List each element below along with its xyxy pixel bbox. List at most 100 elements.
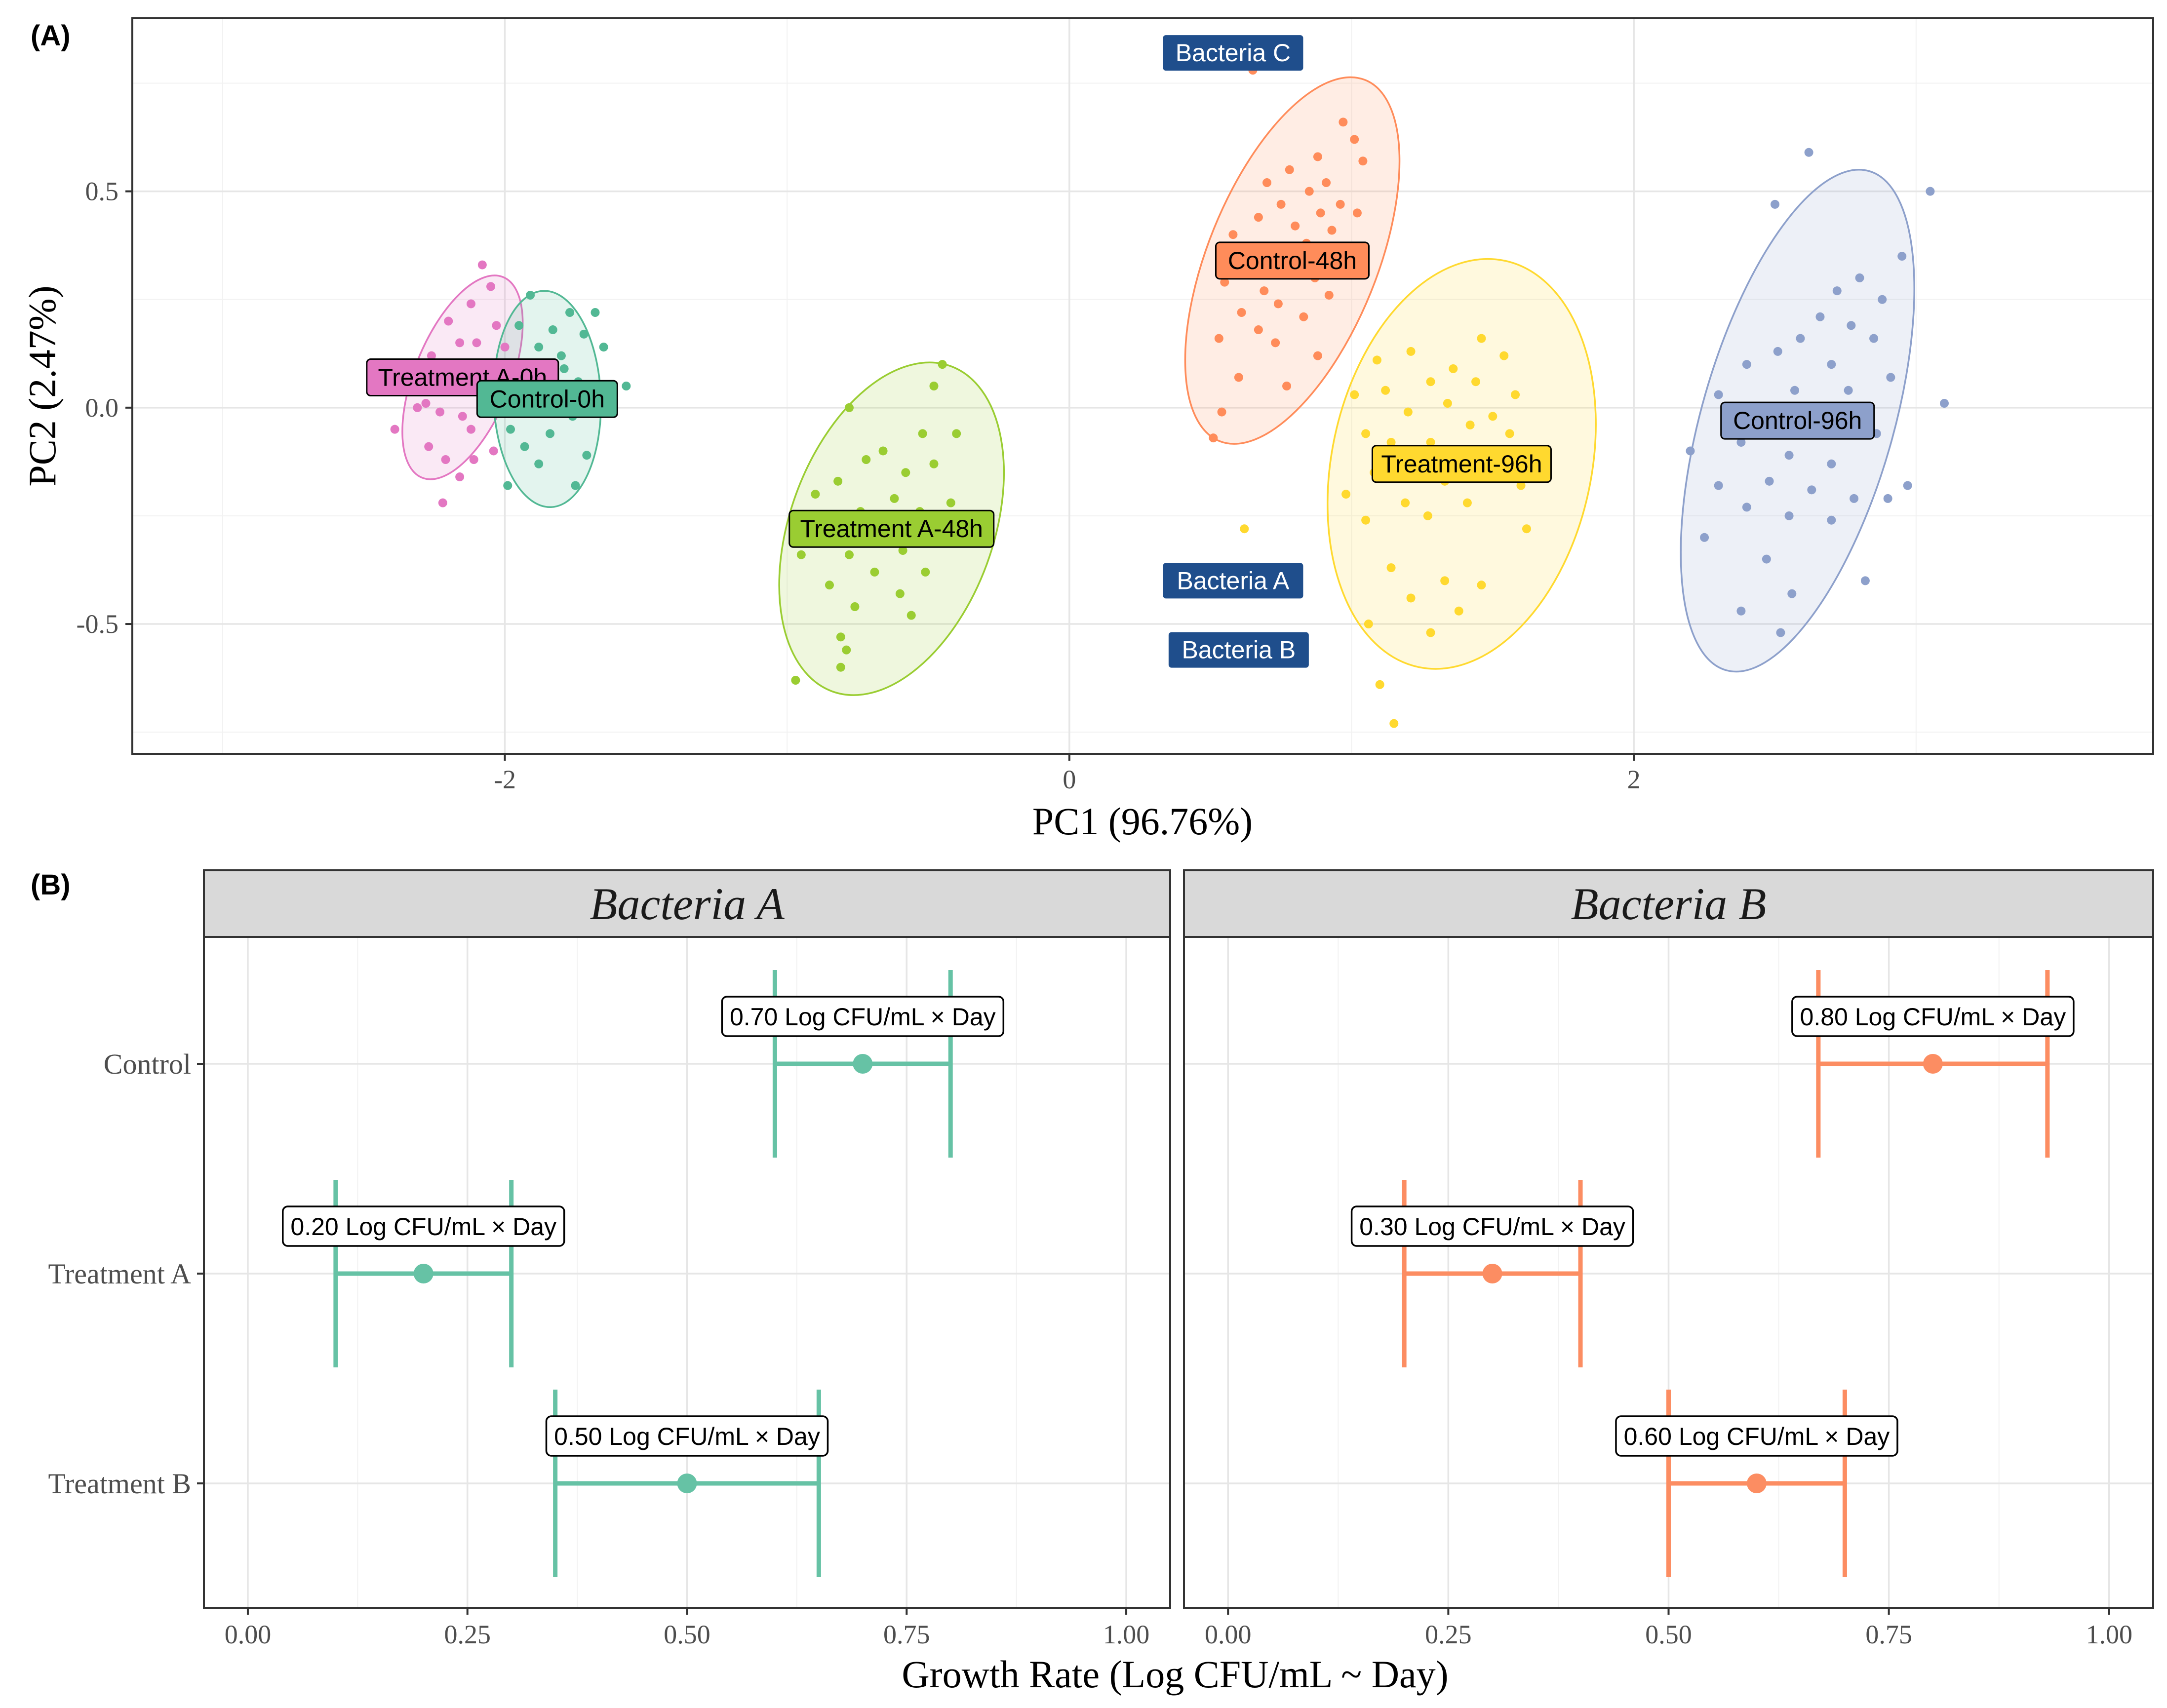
point-control-0h (514, 321, 524, 330)
point-treatment-96h (1401, 498, 1410, 507)
y-tick-label: -0.5 (77, 609, 118, 639)
point-treatment-a-48h (836, 662, 845, 672)
errorbar-point (1746, 1474, 1767, 1493)
value-label-box (545, 1415, 829, 1457)
x-tick-label: 1.00 (2086, 1620, 2133, 1649)
errorbar-point (413, 1264, 433, 1283)
label-box-treatment-96h (1371, 445, 1552, 483)
point-treatment-a-0h (435, 407, 445, 417)
point-control-0h (556, 351, 566, 360)
point-control-0h (526, 290, 535, 300)
value-label: 0.80 Log CFU/mL × Day (1800, 1003, 2066, 1031)
label-text-control-48h: Control-48h (1228, 247, 1357, 274)
point-treatment-96h (1465, 420, 1475, 429)
point-control-0h (548, 325, 557, 335)
point-treatment-a-0h (421, 399, 431, 408)
point-treatment-a-0h (492, 321, 501, 330)
point-control-48h (1322, 178, 1331, 188)
point-control-0h (559, 364, 569, 373)
point-treatment-96h (1341, 490, 1351, 499)
point-treatment-96h (1440, 576, 1450, 585)
annotation-bacteria-b: Bacteria B (1168, 632, 1309, 668)
panel-a-ticks: -2 0 2 -0.5 0.0 0.5 (77, 177, 1641, 794)
point-control-96h (1700, 533, 1709, 542)
point-treatment-a-48h (895, 589, 905, 598)
point-control-48h (1282, 382, 1292, 390)
x-tick-label: 0.00 (1205, 1620, 1252, 1649)
x-tick-label: 0.75 (1865, 1620, 1912, 1649)
errorbar-point (853, 1054, 873, 1074)
point-treatment-96h (1426, 437, 1435, 447)
label-box-control-0h (476, 380, 618, 418)
point-treatment-96h (1389, 719, 1399, 728)
x-tick-label: 0.50 (664, 1620, 710, 1649)
point-control-0h (571, 481, 580, 490)
point-control-96h (1736, 606, 1746, 616)
point-control-48h (1304, 187, 1314, 196)
point-treatment-96h (1364, 620, 1373, 629)
point-control-96h (1804, 148, 1813, 157)
facet-bacteria-b: Bacteria B 0.00 0.25 0.50 0.75 1.00 0.80 Log C… (1183, 869, 2154, 1649)
point-treatment-96h (1471, 377, 1481, 387)
point-treatment-a-0h (427, 351, 436, 360)
point-treatment-96h (1488, 412, 1497, 421)
category-label-treatment-b: Treatment B (48, 1468, 191, 1500)
panel-b-facets: Bacteria A 0.00 0.25 0.50 0.75 1.00 0.70 Log C… (203, 869, 2154, 1649)
point-treatment-96h (1372, 355, 1381, 365)
strip-label-bacteria-a: Bacteria A (590, 879, 785, 929)
point-treatment-a-48h (898, 546, 907, 555)
point-control-48h (1260, 286, 1269, 296)
point-control-48h (1352, 208, 1362, 218)
point-control-96h (1827, 459, 1836, 468)
panel-a-tag: (A) (31, 20, 71, 52)
point-treatment-a-48h (850, 602, 860, 611)
point-treatment-a-0h (489, 446, 498, 456)
point-treatment-96h (1386, 563, 1396, 573)
point-control-0h (534, 343, 544, 352)
value-label-box (1615, 1415, 1898, 1457)
point-control-96h (1897, 252, 1907, 261)
point-treatment-a-48h (929, 382, 939, 390)
point-control-48h (1285, 165, 1294, 174)
point-treatment-a-0h (477, 260, 487, 270)
point-control-0h (506, 425, 515, 434)
point-treatment-96h (1454, 606, 1463, 616)
point-treatment-a-48h (952, 429, 961, 438)
point-treatment-a-0h (466, 299, 475, 309)
point-control-96h (1770, 199, 1779, 209)
point-control-0h (582, 451, 591, 460)
point-treatment-96h (1406, 347, 1416, 356)
point-control-96h (1926, 187, 1935, 196)
panel-a-x-axis-title: PC1 (96.76%) (1032, 800, 1253, 843)
point-control-96h (1787, 589, 1797, 598)
point-control-96h (1784, 451, 1794, 460)
point-treatment-96h (1426, 377, 1435, 387)
point-control-48h (1339, 117, 1348, 127)
point-control-48h (1273, 299, 1283, 309)
x-tick-label: 0.00 (225, 1620, 272, 1649)
point-control-96h (1784, 511, 1794, 520)
category-label-control: Control (104, 1048, 191, 1080)
errorbar-point (677, 1474, 697, 1493)
facet-bacteria-a: Bacteria A 0.00 0.25 0.50 0.75 1.00 0.70 Log C… (203, 869, 1171, 1649)
point-control-0h (565, 308, 575, 317)
panel-b-tag: (B) (31, 869, 71, 901)
point-control-48h (1254, 213, 1263, 222)
annotation-box-bacteria-c (1163, 35, 1303, 71)
point-treatment-a-48h (946, 498, 955, 507)
point-treatment-96h (1423, 511, 1432, 520)
point-treatment-a-48h (938, 360, 947, 369)
panel-b-category-labels: Control Treatment A Treatment B (48, 1048, 204, 1500)
annotation-text-bacteria-c: Bacteria C (1176, 39, 1291, 67)
value-label: 0.70 Log CFU/mL × Day (730, 1003, 996, 1031)
point-treatment-96h (1350, 390, 1359, 399)
point-control-0h (599, 343, 608, 352)
label-box-treatment-a-48h (788, 509, 995, 548)
point-control-96h (1860, 576, 1870, 585)
point-treatment-96h (1499, 351, 1509, 360)
point-treatment-a-48h (825, 581, 834, 590)
point-control-96h (1844, 386, 1853, 395)
label-text-control-96h: Control-96h (1733, 407, 1862, 434)
point-treatment-a-0h (455, 338, 465, 348)
